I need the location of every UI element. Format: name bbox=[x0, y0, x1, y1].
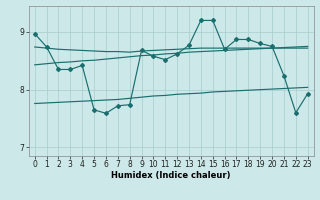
X-axis label: Humidex (Indice chaleur): Humidex (Indice chaleur) bbox=[111, 171, 231, 180]
